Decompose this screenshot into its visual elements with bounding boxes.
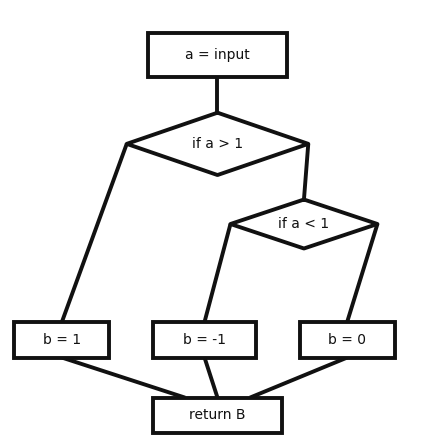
Text: b = -1: b = -1 — [183, 333, 226, 347]
FancyBboxPatch shape — [299, 322, 394, 358]
Text: if a < 1: if a < 1 — [278, 217, 329, 231]
FancyBboxPatch shape — [14, 322, 109, 358]
Text: if a > 1: if a > 1 — [191, 137, 243, 151]
Text: b = 1: b = 1 — [43, 333, 81, 347]
FancyBboxPatch shape — [148, 33, 286, 77]
FancyBboxPatch shape — [152, 322, 256, 358]
FancyBboxPatch shape — [152, 398, 282, 433]
Text: return B: return B — [189, 409, 245, 422]
Text: a = input: a = input — [185, 48, 249, 62]
Text: b = 0: b = 0 — [327, 333, 365, 347]
